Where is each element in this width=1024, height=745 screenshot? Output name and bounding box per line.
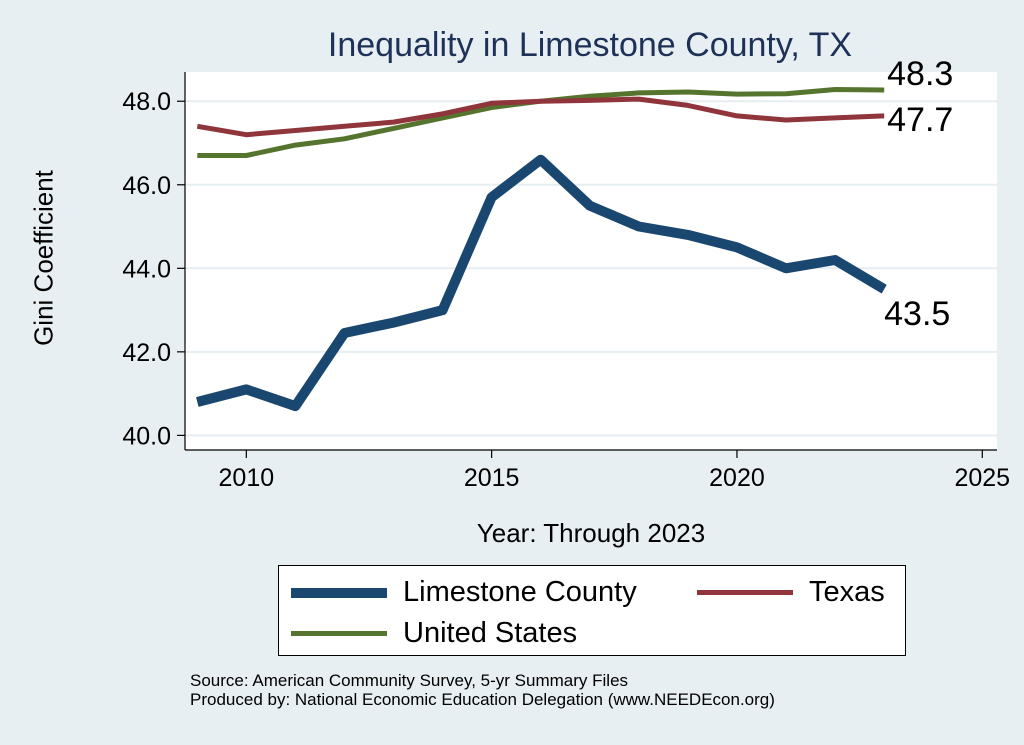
legend-label-texas: Texas [809,576,885,608]
x-tick-label: 2025 [954,464,1010,492]
legend-swatch-us [291,631,387,636]
legend: Limestone County Texas United States [278,565,906,656]
series-line-texas [196,96,885,138]
end-label-limestone: 43.5 [884,295,950,333]
producer-line: Produced by: National Economic Education… [190,690,775,709]
legend-item-us: United States [291,617,577,650]
x-axis-label: Year: Through 2023 [476,518,706,548]
legend-swatch-limestone [291,587,387,598]
x-tick-label: 2010 [219,464,275,492]
series-line-limestone [196,154,887,412]
y-tick-label: 46.0 [122,172,171,200]
chart-title: Inequality in Limestone County, TX [327,26,853,64]
end-labels: 43.5 47.7 48.3 [884,55,953,333]
legend-item-limestone: Limestone County [291,576,637,609]
legend-swatch-texas [697,590,793,595]
end-label-united-states: 48.3 [887,55,953,93]
series-lines [196,87,887,412]
y-axis-label: Gini Coefficient [28,170,59,346]
end-label-texas: 47.7 [887,101,953,139]
y-tick-label: 40.0 [122,422,171,450]
y-tick-label: 42.0 [122,339,171,367]
legend-item-texas: Texas [697,576,885,609]
legend-label-limestone: Limestone County [403,576,637,608]
source-line: Source: American Community Survey, 5-yr … [190,671,629,690]
plot-area [185,72,997,450]
axes: 40.0 42.0 44.0 46.0 48.0 2010 2015 2020 2025 [122,72,1010,492]
x-tick-label: 2020 [709,464,765,492]
x-tick-label: 2015 [464,464,520,492]
source-note: Source: American Community Survey, 5-yr … [190,671,775,709]
y-tick-label: 44.0 [122,255,171,283]
gridlines [185,100,997,437]
y-tick-label: 48.0 [122,88,171,116]
legend-label-us: United States [403,617,578,649]
